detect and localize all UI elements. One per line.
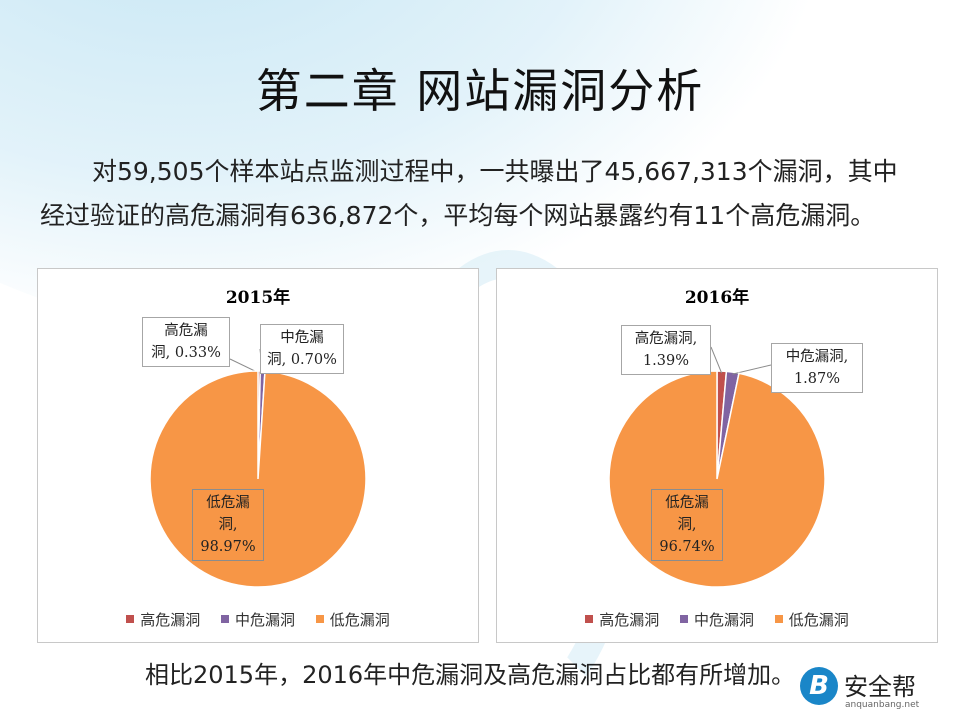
label-low-2016: 低危漏 洞, 96.74%	[651, 489, 723, 561]
legend-item-medium-2015: 中危漏洞	[220, 609, 295, 630]
conclusion-text: 相比2015年，2016年中危漏洞及高危漏洞占比都有所增加。	[145, 661, 796, 689]
label-medium-2016: 中危漏洞, 1.87%	[771, 343, 863, 393]
pie-slice-low-2016	[608, 370, 826, 588]
label-high-2015: 高危漏 洞, 0.33%	[142, 317, 230, 367]
legend-item-high-2015: 高危漏洞	[126, 609, 200, 630]
chart-title-2015: 2015年	[225, 288, 291, 308]
legend-2016: 高危漏洞 中危漏洞 低危漏洞	[497, 609, 937, 630]
label-high-2016-line2: 1.39%	[642, 353, 690, 369]
label-low-2016-line3: 96.74%	[659, 539, 715, 555]
legend-swatch-low	[315, 614, 324, 623]
label-low-2015-line2: 洞,	[218, 517, 238, 533]
label-high-2016: 高危漏洞, 1.39%	[621, 325, 711, 375]
legend-swatch-high	[585, 614, 594, 623]
legend-swatch-medium	[679, 614, 688, 623]
label-low-2015-line1: 低危漏	[206, 495, 250, 511]
label-medium-2015-line1: 中危漏	[280, 330, 324, 346]
leader-line-medium-2016	[732, 364, 772, 375]
label-medium-2016-line2: 1.87%	[793, 371, 841, 387]
legend-item-medium-2016: 中危漏洞	[679, 609, 754, 630]
chart-title-2016: 2016年	[684, 288, 750, 308]
brand-name: 安全帮	[844, 673, 916, 701]
legend-item-low-2016: 低危漏洞	[774, 609, 849, 630]
label-high-2016-line1: 高危漏洞,	[634, 331, 698, 347]
brand-logo-icon: B	[800, 667, 838, 705]
intro-paragraph: 对59,505个样本站点监测过程中，一共曝出了45,667,313个漏洞，其中 …	[40, 150, 930, 238]
intro-line-1: 对59,505个样本站点监测过程中，一共曝出了45,667,313个漏洞，其中	[92, 157, 898, 186]
label-low-2015-line3: 98.97%	[200, 539, 256, 555]
legend-item-low-2015: 低危漏洞	[315, 609, 390, 630]
label-low-2016-line1: 低危漏	[665, 495, 709, 511]
label-medium-2016-line1: 中危漏洞,	[785, 349, 849, 365]
pie-chart-2016	[608, 346, 826, 588]
chart-panel-2015: 2015年 高危漏 洞, 0.33% 中危漏 洞, 0.70% 低危漏 洞, 9…	[37, 268, 479, 643]
legend-swatch-medium	[220, 614, 229, 623]
label-medium-2015-line2: 洞, 0.70%	[267, 352, 337, 368]
label-high-2015-line2: 洞, 0.33%	[151, 345, 221, 361]
label-medium-2015: 中危漏 洞, 0.70%	[260, 324, 344, 374]
legend-swatch-low	[774, 614, 783, 623]
pie-slice-low-2015	[149, 370, 367, 588]
slide-title: 第二章 网站漏洞分析	[255, 64, 705, 118]
chart-panel-2016: 2016年 高危漏洞, 1.39% 中危漏洞, 1.87% 低危漏 洞, 96.…	[496, 268, 938, 643]
legend-2015: 高危漏洞 中危漏洞 低危漏洞	[38, 609, 478, 630]
label-low-2015: 低危漏 洞, 98.97%	[192, 489, 264, 561]
brand-url: anquanbang.net	[845, 700, 920, 710]
label-low-2016-line2: 洞,	[677, 517, 697, 533]
intro-line-2: 经过验证的高危漏洞有636,872个，平均每个网站暴露约有11个高危漏洞。	[40, 201, 876, 230]
pie-chart-2015	[149, 348, 367, 588]
leader-line-high-2016	[710, 346, 723, 374]
legend-swatch-high	[126, 614, 135, 623]
brand-watermark: B 安全帮 anquanbang.net	[800, 665, 950, 715]
legend-item-high-2016: 高危漏洞	[585, 609, 659, 630]
label-high-2015-line1: 高危漏	[164, 323, 208, 339]
